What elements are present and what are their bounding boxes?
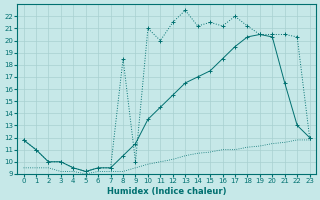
X-axis label: Humidex (Indice chaleur): Humidex (Indice chaleur): [107, 187, 226, 196]
